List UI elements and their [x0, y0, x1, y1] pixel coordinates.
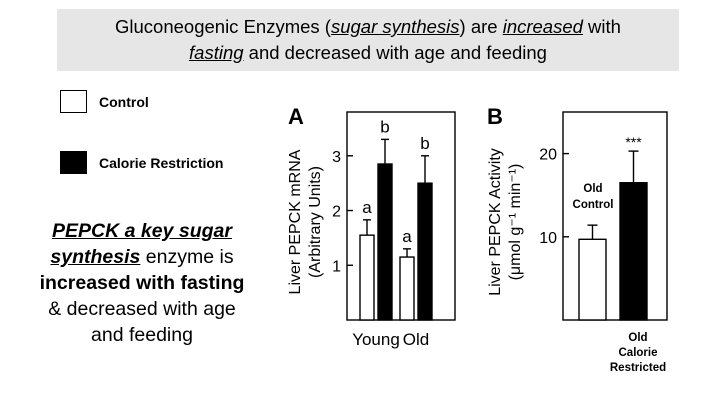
panel-b-frame: [562, 111, 668, 321]
panel-b-letter: B: [487, 104, 503, 129]
bar-young-control: [359, 234, 375, 321]
panel-b-ylabel-1: Liver PEPCK Activity: [487, 148, 504, 296]
panel-a-ytick-label-2: 3: [332, 149, 341, 166]
significance-letter-1-0: a: [402, 227, 412, 246]
panel-b-ylabel-2: (μmol g⁻¹ min⁻¹): [507, 164, 524, 281]
panel-a-category-old: Old: [403, 330, 429, 349]
side-line-1: PEPCK a key sugar: [52, 220, 232, 242]
bar-old-calorie-restricted: [619, 182, 648, 321]
inner-label-line-2: Control: [573, 199, 614, 211]
panel-b-ytick-label-0: 10: [539, 230, 557, 247]
legend-swatch-control: [60, 90, 87, 113]
panel-a-ytick-label-0: 1: [332, 258, 341, 275]
below-label-line-2: Calorie: [619, 347, 658, 359]
bar-old-control: [578, 238, 607, 321]
banner-line-2: fasting and decreased with age and feedi…: [189, 42, 547, 63]
side-line-2: synthesis enzyme is: [50, 246, 234, 268]
legend-control: Control: [60, 90, 149, 113]
significance-letter-0-0: a: [362, 198, 372, 217]
below-label-line-3: Restricted: [610, 362, 666, 374]
significance-annotation: ***: [625, 134, 642, 150]
title-banner: Gluconeogenic Enzymes (sugar synthesis) …: [57, 9, 679, 71]
panel-a-ylabel-1: Liver PEPCK mRNA: [287, 149, 304, 294]
legend-swatch-calorie-restriction: [60, 151, 87, 174]
inner-label-line-1: Old: [583, 183, 602, 195]
panel-a-ylabel-2: (Arbitrary Units): [307, 166, 324, 278]
side-line-5: and feeding: [91, 324, 193, 346]
legend-label-control: Control: [99, 93, 149, 110]
banner-line-1: Gluconeogenic Enzymes (sugar synthesis) …: [115, 16, 621, 37]
bar-old-control: [399, 256, 415, 321]
bar-young-calorie-restriction: [377, 163, 393, 321]
side-line-4: & decreased with age: [48, 298, 236, 320]
side-line-3: increased with fasting: [39, 272, 245, 294]
panel-b-ytick-label-1: 20: [539, 147, 557, 164]
legend-label-calorie-restriction: Calorie Restriction: [99, 154, 224, 171]
panel-a-ytick-label-1: 2: [332, 204, 341, 221]
significance-letter-1-1: b: [420, 134, 429, 153]
significance-letter-0-1: b: [380, 117, 389, 136]
legend-calorie-restriction: Calorie Restriction: [60, 151, 223, 174]
side-summary-text: PEPCK a key sugar synthesis enzyme is in…: [22, 218, 262, 348]
panel-a-category-young: Young: [352, 330, 400, 349]
below-label-line-1: Old: [628, 332, 647, 344]
panel-a-letter: A: [288, 104, 304, 129]
bar-old-calorie-restriction: [417, 182, 433, 321]
